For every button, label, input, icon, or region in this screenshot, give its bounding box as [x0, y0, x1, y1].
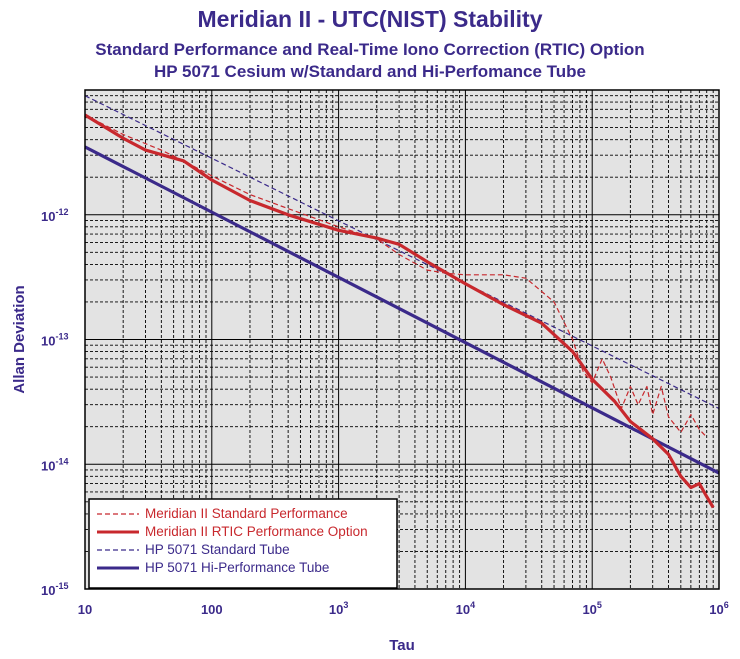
series-layer: [84, 95, 720, 509]
x-tick-label: 105: [582, 600, 601, 617]
series-line-1: [84, 113, 715, 509]
y-tick-label: 10-15: [41, 581, 68, 598]
x-tick-label: 10: [78, 602, 92, 617]
series-line-3: [84, 145, 720, 475]
chart-title: Meridian II - UTC(NIST) Stability: [197, 6, 543, 32]
legend-label-0: Meridian II Standard Performance: [145, 506, 348, 521]
y-axis-label: Allan Deviation: [11, 285, 28, 393]
y-tick-label: 10-12: [41, 207, 68, 224]
y-tick-label: 10-13: [41, 332, 68, 349]
x-tick-labels: 10 100 103 104 105 106: [78, 600, 729, 617]
y-tick-label: 10-14: [41, 456, 68, 473]
x-axis-label: Tau: [389, 637, 415, 654]
chart-subtitle-1: Standard Performance and Real-Time Iono …: [95, 40, 645, 59]
y-tick-labels: 10-12 10-13 10-14 10-15: [41, 207, 68, 598]
legend-label-3: HP 5071 Hi-Performance Tube: [145, 560, 329, 575]
legend-box: [88, 498, 398, 589]
legend-label-1: Meridian II RTIC Performance Option: [145, 524, 368, 539]
x-tick-label: 106: [709, 600, 728, 617]
legend: Meridian II Standard Performance Meridian…: [88, 498, 398, 589]
x-tick-label: 100: [201, 602, 223, 617]
series-line-2: [84, 95, 720, 410]
x-tick-label: 104: [456, 600, 475, 617]
x-tick-label: 103: [329, 600, 348, 617]
legend-label-2: HP 5071 Standard Tube: [145, 542, 290, 557]
plot-border: [84, 89, 720, 590]
chart-subtitle-2: HP 5071 Cesium w/Standard and Hi-Perfoma…: [153, 62, 587, 81]
